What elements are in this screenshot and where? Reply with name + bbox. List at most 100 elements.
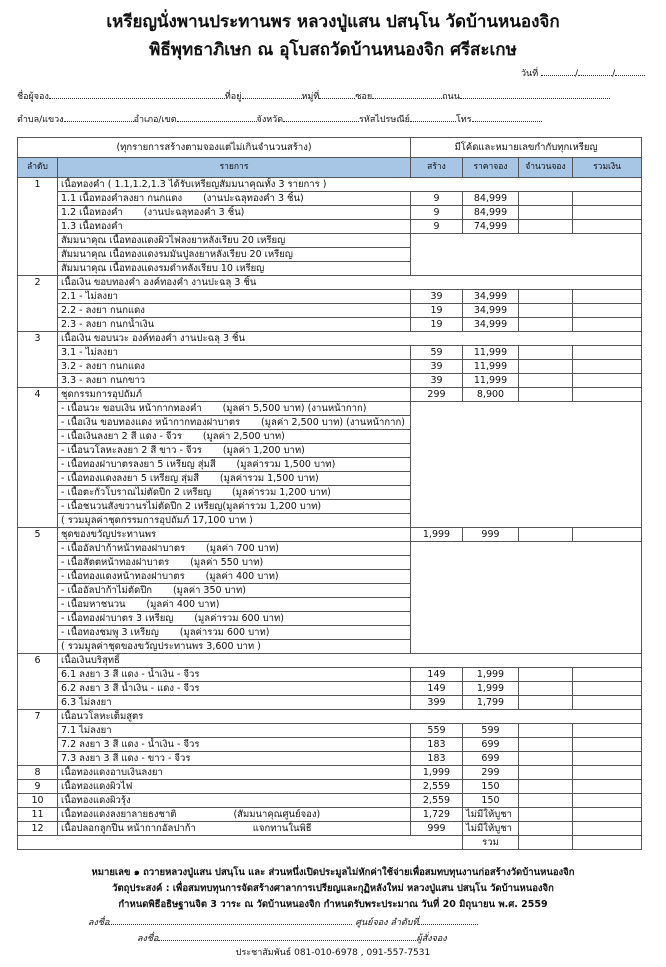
table-row: - เนื้อชนวนสังขวานรไม่ตัดปีก 2 เหรียญ(มู… (17, 499, 643, 514)
quantity-input[interactable] (518, 667, 573, 682)
col-header-price: ราคาจอง (462, 157, 519, 178)
quantity-input[interactable] (518, 359, 573, 374)
sign1-field[interactable] (109, 915, 353, 925)
made-count: 2,559 (410, 793, 463, 808)
quantity-input[interactable] (518, 793, 573, 808)
empty-cell (409, 639, 643, 654)
quantity-input[interactable] (518, 205, 573, 220)
total-cell (571, 359, 643, 374)
quantity-input[interactable] (518, 765, 573, 780)
price: 599 (462, 723, 519, 738)
quantity-input[interactable] (518, 387, 573, 402)
quantity-input[interactable] (518, 807, 573, 822)
quantity-input[interactable] (518, 779, 573, 794)
signature-center: ลงชื่อ ศูนย์จอง ลำดับที่ (88, 915, 479, 929)
item-note: (มูลค่ารวม 1,200 บาท) (232, 486, 331, 498)
row-number: 2 (17, 275, 58, 290)
row-number-empty (17, 611, 58, 626)
row-number-empty (17, 751, 58, 766)
item-description: เนื้อเงินบริสุทธิ์ (56, 653, 643, 668)
quantity-input[interactable] (518, 373, 573, 388)
item-text: - เนื้อมหาชนวน (61, 598, 126, 610)
item-text: ( รวมมูลค่าชุดกรรมการอุปถัมภ์ 17,100 บาท… (61, 514, 253, 526)
total-cell (571, 723, 643, 738)
amphoe-field[interactable] (176, 112, 257, 122)
row-number: 3 (17, 331, 58, 346)
soi-field[interactable] (372, 89, 443, 99)
table-row: 6.3 ไม่ลงยา 399 1,799 (17, 695, 643, 710)
row-number-empty (17, 373, 58, 388)
item-note: (สัมมนาคุณศูนย์จอง) (233, 808, 321, 820)
item-note: (มูลค่ารวม 1,500 บาท) (236, 458, 336, 470)
item-text: เนื้อทองแดงลงยาลายธงชาติ (61, 808, 177, 820)
table-row: - เนื้อทองแดงลงยา 5 เหรียญ สุ่มสี (มูลค่า… (17, 471, 643, 486)
quantity-input[interactable] (518, 737, 573, 752)
sign2-field[interactable] (158, 931, 417, 941)
quantity-input[interactable] (518, 191, 573, 206)
made-count: 9 (410, 219, 463, 234)
item-description: 1.2 เนื้อทองคำ (งานปะฉลุทองคำ 3 ชิ้น) (57, 205, 411, 220)
total-cell (571, 205, 643, 220)
table-row: 7.2 ลงยา 3 สี แดง - น้ำเงิน - จีวร 183 699 (17, 737, 643, 752)
table-row: 1.1 เนื้อทองคำลงยา กนกแดง (งานปะฉลุทองคำ … (17, 191, 643, 206)
quantity-input[interactable] (518, 681, 573, 696)
phone-field[interactable] (471, 112, 542, 122)
quantity-input[interactable] (518, 289, 573, 304)
name-field[interactable] (48, 89, 225, 99)
item-text: - เนื้อสัตตหน้าทองฝาบาตร (61, 556, 170, 568)
made-count: 19 (410, 317, 463, 332)
quantity-input[interactable] (518, 751, 573, 766)
quantity-input[interactable] (518, 345, 573, 360)
item-description: เนื้อนวโลหะเต็มสูตร (56, 709, 643, 724)
row-number-empty (17, 247, 58, 262)
table-row: 6.2 ลงยา 3 สี น้ำเงิน - แดง - จีวร 149 1,9… (17, 681, 643, 696)
item-text: 7.3 ลงยา 3 สี แดง - ขาว - จีวร (61, 752, 191, 764)
total-quantity[interactable] (518, 835, 573, 850)
address-field[interactable] (241, 89, 302, 99)
quantity-input[interactable] (518, 303, 573, 318)
price: ไม่มีให้บูชา (462, 821, 519, 836)
row-number-empty (17, 639, 58, 654)
row-number-empty (17, 499, 58, 514)
quantity-input[interactable] (518, 695, 573, 710)
total-cell (571, 373, 643, 388)
item-description: - เนื้ออัลปาก้าหน้าทองฝาบาตร (มูลค่า 700 … (57, 541, 411, 556)
order-no-field[interactable] (418, 915, 479, 925)
row-number-empty (17, 667, 58, 682)
table-row: 3 เนื้อเงิน ขอบนวะ องค์ทองคำ งานปะฉลุ 3 ช… (17, 331, 643, 346)
made-count: 9 (410, 191, 463, 206)
province-field[interactable] (283, 112, 360, 122)
price: 999 (462, 527, 519, 542)
total-cell (571, 303, 643, 318)
row-number-empty (17, 443, 58, 458)
item-description: - เนื้อตะกั่วโบราณไม่ตัดปีก 2 เหรียญ (มูล… (57, 485, 411, 500)
empty-cell (409, 569, 643, 584)
item-text: 6.3 ไม่ลงยา (61, 696, 112, 708)
postcode-field[interactable] (409, 112, 456, 122)
item-description: เนื้อทองแดงผิวรุ้ง (57, 793, 411, 808)
quantity-input[interactable] (518, 723, 573, 738)
row-number-empty (17, 233, 58, 248)
empty-cell (409, 429, 643, 444)
form-row-1: ชื่อผู้จอง ที่อยู่ หมู่ที่ ซอย ถนน (17, 89, 610, 103)
table-row: - เนื้อนวะ ขอบเงิน หน้ากากทองคำ (มูลค่า 5… (17, 401, 643, 416)
made-count: 149 (410, 681, 463, 696)
tambon-field[interactable] (63, 112, 134, 122)
table-row: 3.1 - ไม่ลงยา 59 11,999 (17, 345, 643, 360)
moo-field[interactable] (319, 89, 356, 99)
date-field[interactable]: วันที่ / / (521, 66, 646, 80)
grand-total[interactable] (571, 835, 643, 850)
road-field[interactable] (459, 89, 610, 99)
row-number: 9 (17, 779, 58, 794)
item-note: (มูลค่า 350 บาท) (172, 584, 246, 596)
table-row: 2 เนื้อเงิน ขอบทองคำ องค์ทองคำ งานปะฉลุ 3… (17, 275, 643, 290)
item-text: เนื้อเงิน ขอบทองคำ องค์ทองคำ งานปะฉลุ 3 … (61, 276, 257, 288)
table-row: - เนื้อทองแดงหน้าทองฝาบาตร (มูลค่า 400 บา… (17, 569, 643, 584)
quantity-input[interactable] (518, 821, 573, 836)
quantity-input[interactable] (518, 219, 573, 234)
quantity-input[interactable] (518, 527, 573, 542)
quantity-input[interactable] (518, 317, 573, 332)
total-cell (571, 387, 643, 402)
item-description: - เนื้อทองฝาบาตร 3 เหรียญ (มูลค่ารวม 600 … (57, 611, 411, 626)
col-header-made: สร้าง (410, 157, 463, 178)
